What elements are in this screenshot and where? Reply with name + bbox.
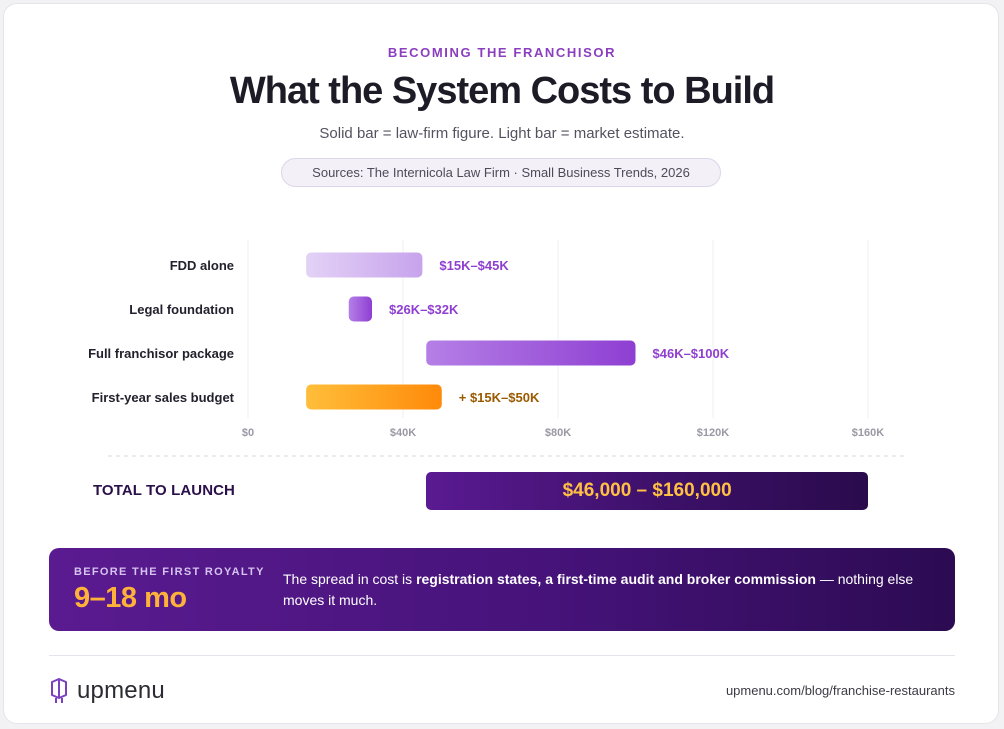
- callout-duration: 9–18 mo: [74, 582, 187, 614]
- callout-text-tail: — nothing else moves it much.: [283, 571, 914, 608]
- x-tick-label: $40K: [390, 427, 416, 439]
- range-value-label: $46K–$100K: [653, 346, 730, 361]
- category-label: Full franchisor package: [88, 346, 234, 361]
- x-tick-label: $80K: [545, 427, 571, 439]
- royalty-callout: BEFORE THE FIRST ROYALTY 9–18 mo The spr…: [49, 548, 955, 631]
- page-title: What the System Costs to Build: [229, 70, 775, 112]
- range-bar: [348, 296, 372, 322]
- eyebrow: BECOMING THE FRANCHISOR: [387, 45, 617, 60]
- category-label: FDD alone: [170, 258, 234, 273]
- range-bars: FDD alone $15K–$45K Legal foundation $26K–$…: [88, 252, 730, 410]
- x-tick-label: $160K: [852, 427, 884, 439]
- range-bar: [306, 252, 423, 278]
- footer-url: upmenu.com/blog/franchise-restaurants: [725, 683, 955, 698]
- range-value-label: $26K–$32K: [389, 302, 459, 317]
- range-bar: [306, 384, 442, 410]
- callout-text-bold: registration states, a first-time audit …: [416, 571, 816, 587]
- callout-text: The spread in cost is registration state…: [283, 569, 933, 611]
- sources-text: Sources: The Internicola Law Firm · Smal…: [312, 165, 690, 180]
- range-value-label: + $15K–$50K: [459, 390, 540, 405]
- x-tick-label: $0: [242, 427, 254, 439]
- upmenu-logo: upmenu: [49, 677, 165, 705]
- category-label: First-year sales budget: [92, 390, 235, 405]
- callout-eyebrow: BEFORE THE FIRST ROYALTY: [74, 566, 265, 578]
- total-value: $46,000 – $160,000: [562, 480, 732, 501]
- footer-divider: [49, 655, 955, 656]
- range-bar: [426, 340, 636, 366]
- range-value-label: $15K–$45K: [439, 258, 509, 273]
- logo-wordmark: upmenu: [77, 677, 165, 704]
- upmenu-logo-icon: [51, 678, 67, 703]
- subtitle: Solid bar = law-firm figure. Light bar =…: [319, 125, 685, 142]
- category-label: Legal foundation: [129, 302, 234, 317]
- x-tick-label: $120K: [697, 427, 729, 439]
- callout-text-lead: The spread in cost is: [283, 571, 417, 587]
- total-label: TOTAL TO LAUNCH: [92, 482, 235, 499]
- total-range-bar: $46,000 – $160,000: [426, 472, 868, 510]
- sources-pill: Sources: The Internicola Law Firm · Smal…: [281, 158, 721, 187]
